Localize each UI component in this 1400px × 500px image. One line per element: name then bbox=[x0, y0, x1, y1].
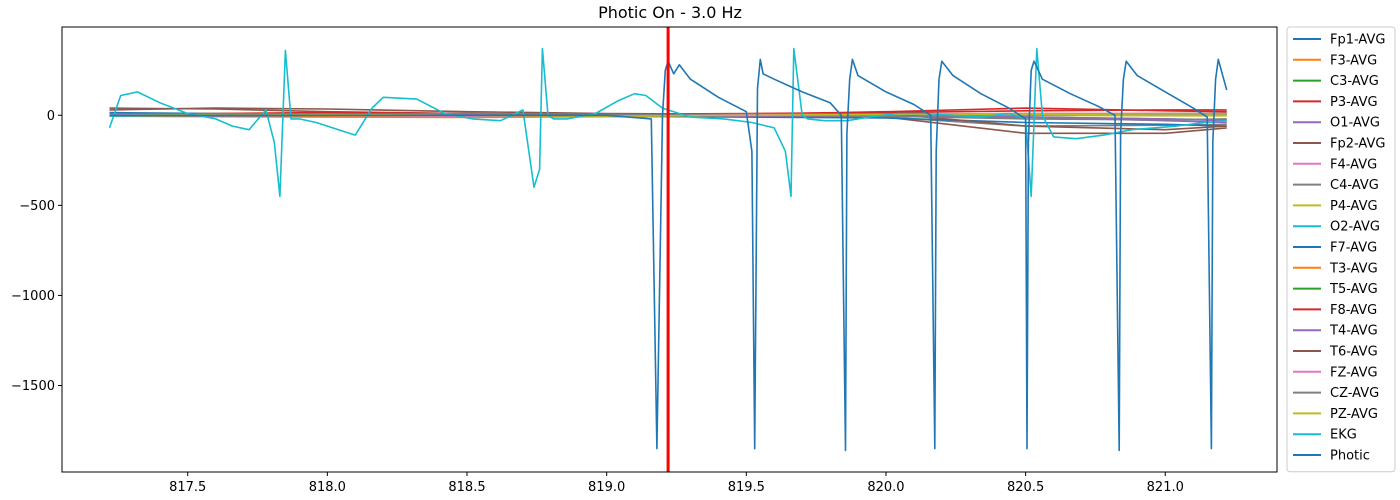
y-tick-label: −1500 bbox=[11, 379, 55, 394]
series-line-20 bbox=[109, 58, 1228, 452]
legend-label: C4-AVG bbox=[1330, 178, 1379, 193]
series-line-15 bbox=[109, 107, 1227, 131]
legend-label: O2-AVG bbox=[1330, 220, 1380, 235]
legend-label: Fp2-AVG bbox=[1330, 137, 1385, 152]
legend-label: T6-AVG bbox=[1329, 345, 1378, 360]
chart-title: Photic On - 3.0 Hz bbox=[598, 3, 742, 22]
legend-label: F7-AVG bbox=[1330, 241, 1377, 256]
plot-frame bbox=[61, 26, 1278, 473]
y-tick-label: −1000 bbox=[11, 289, 55, 304]
legend-label: T3-AVG bbox=[1329, 261, 1378, 276]
x-tick-label: 818.0 bbox=[309, 480, 346, 495]
legend-label: FZ-AVG bbox=[1330, 365, 1378, 380]
x-tick-label: 821.0 bbox=[1147, 480, 1184, 495]
y-axis: 0 −500 −1000 −1500 bbox=[11, 109, 62, 394]
legend-label: T4-AVG bbox=[1329, 324, 1378, 339]
y-tick-label: 0 bbox=[47, 109, 55, 124]
x-axis: 817.5 818.0 818.5 819.0 819.5 820.0 820.5 821.0 bbox=[169, 472, 1184, 495]
legend-label: F4-AVG bbox=[1330, 157, 1377, 172]
x-tick-label: 817.5 bbox=[169, 480, 206, 495]
series-line-19 bbox=[108, 47, 1227, 198]
x-tick-label: 819.5 bbox=[728, 480, 765, 495]
legend-label: PZ-AVG bbox=[1330, 407, 1378, 422]
legend-label: Fp1-AVG bbox=[1330, 33, 1385, 48]
x-tick-label: 820.5 bbox=[1007, 480, 1044, 495]
legend-label: P4-AVG bbox=[1330, 199, 1378, 214]
legend-label: F3-AVG bbox=[1330, 53, 1377, 68]
legend-box bbox=[1286, 26, 1396, 473]
series-layer bbox=[108, 47, 1228, 452]
legend: Fp1-AVG F3-AVG C3-AVG P3-AVG O1-AVG Fp2-AVG F4… bbox=[1286, 26, 1396, 473]
legend-label: T5-AVG bbox=[1329, 282, 1378, 297]
legend-label: CZ-AVG bbox=[1330, 386, 1379, 401]
legend-label: EKG bbox=[1330, 428, 1357, 443]
legend-label: P3-AVG bbox=[1330, 95, 1378, 110]
x-tick-label: 820.0 bbox=[867, 480, 904, 495]
legend-label: Photic bbox=[1330, 449, 1370, 464]
x-tick-label: 819.0 bbox=[588, 480, 625, 495]
legend-label: O1-AVG bbox=[1330, 116, 1380, 131]
legend-label: C3-AVG bbox=[1330, 74, 1379, 89]
series-line-18 bbox=[109, 113, 1227, 117]
legend-label: F8-AVG bbox=[1330, 303, 1377, 318]
y-tick-label: −500 bbox=[19, 199, 55, 214]
x-tick-label: 818.5 bbox=[448, 480, 485, 495]
